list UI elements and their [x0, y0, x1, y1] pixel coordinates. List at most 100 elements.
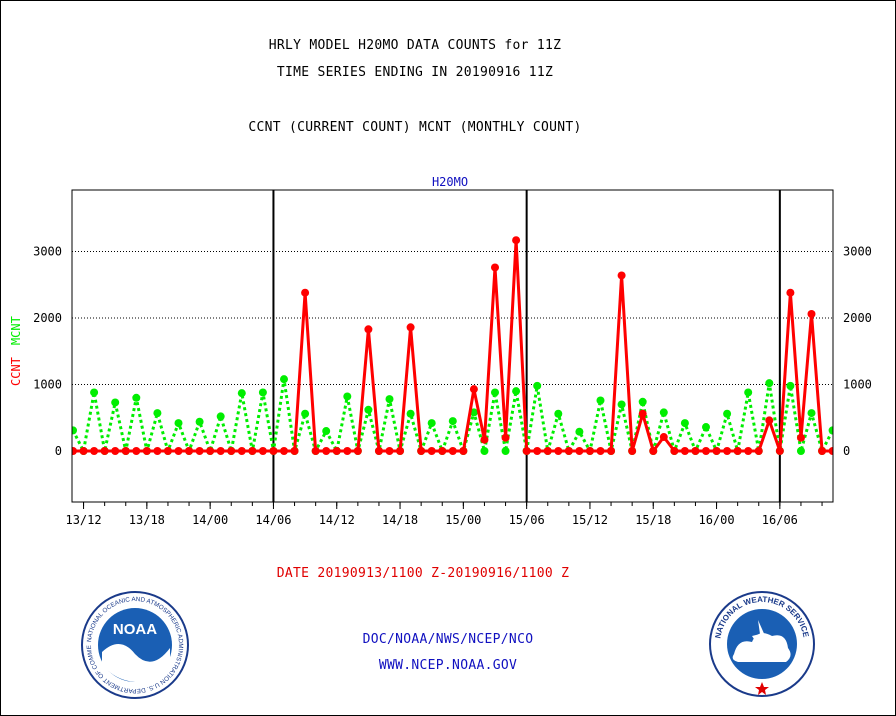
data-point-ccnt [195, 447, 204, 455]
data-point-mcnt [111, 398, 120, 407]
data-point-mcnt [575, 427, 584, 436]
x-tick-label: 16/00 [698, 513, 734, 527]
x-tick-label: 13/18 [129, 513, 165, 527]
header-line-2: TIME SERIES ENDING IN 20190916 11Z [276, 65, 554, 80]
data-point-ccnt [533, 447, 542, 455]
x-tick-label: 13/12 [65, 513, 101, 527]
data-point-mcnt [153, 409, 162, 418]
data-point-ccnt [480, 435, 489, 444]
data-point-ccnt [691, 447, 700, 455]
x-tick-label: 14/12 [319, 513, 355, 527]
chart-title: H20MO [432, 175, 468, 189]
data-point-ccnt [258, 447, 267, 455]
data-point-mcnt [469, 408, 478, 417]
y-tick-label-left: 2000 [33, 311, 62, 325]
x-tick-label: 15/18 [635, 513, 671, 527]
data-point-mcnt [322, 427, 331, 436]
data-point-mcnt [638, 397, 647, 406]
data-point-mcnt [796, 447, 805, 455]
x-tick-label: 15/00 [445, 513, 481, 527]
data-point-ccnt [765, 416, 774, 425]
data-point-ccnt [554, 447, 563, 455]
data-point-mcnt [301, 409, 310, 418]
data-point-mcnt [385, 395, 394, 404]
data-point-ccnt [290, 447, 299, 455]
data-point-ccnt [385, 447, 394, 455]
data-point-mcnt [258, 388, 267, 397]
data-point-ccnt [406, 323, 415, 332]
data-point-mcnt [448, 417, 457, 426]
data-point-ccnt [638, 409, 647, 418]
data-point-mcnt [533, 381, 542, 390]
series-line-mcnt [72, 377, 833, 453]
data-point-ccnt [322, 447, 331, 455]
data-point-mcnt [723, 409, 732, 418]
data-point-ccnt [185, 447, 194, 455]
noaa-logo-text: NOAA [113, 621, 157, 638]
data-point-ccnt [786, 288, 795, 297]
data-point-ccnt [575, 447, 584, 455]
data-point-mcnt [406, 409, 415, 418]
data-point-ccnt [585, 447, 594, 455]
data-point-ccnt [733, 447, 742, 455]
data-point-ccnt [237, 447, 246, 455]
data-point-ccnt [543, 447, 552, 455]
data-point-ccnt [301, 288, 310, 297]
x-tick-label: 15/12 [572, 513, 608, 527]
svg-text:CCNTMCNT: CCNT MCNT [9, 316, 23, 386]
data-point-ccnt [121, 447, 130, 455]
data-point-ccnt [142, 447, 151, 455]
data-point-ccnt [491, 263, 499, 272]
data-point-ccnt [79, 447, 88, 455]
data-point-mcnt [702, 423, 710, 432]
y-axis-label-mcnt: MCNT [9, 316, 23, 345]
y-tick-label-right: 2000 [843, 311, 872, 325]
data-point-ccnt [670, 447, 679, 455]
data-point-mcnt [786, 381, 795, 390]
data-point-ccnt [72, 447, 77, 455]
data-point-mcnt [237, 389, 246, 398]
data-point-mcnt [427, 419, 436, 428]
data-point-ccnt [417, 447, 426, 455]
data-point-ccnt [427, 447, 436, 455]
x-tick-label: 14/00 [192, 513, 228, 527]
data-point-ccnt [364, 325, 373, 334]
data-point-ccnt [343, 447, 352, 455]
data-point-ccnt [744, 447, 753, 455]
data-point-ccnt [754, 447, 763, 455]
data-point-ccnt [216, 447, 225, 455]
x-tick-label: 15/06 [509, 513, 545, 527]
data-point-ccnt [501, 433, 510, 442]
x-tick-label: 14/18 [382, 513, 418, 527]
data-point-ccnt [111, 447, 120, 455]
data-point-ccnt [227, 447, 236, 455]
data-point-ccnt [438, 447, 447, 455]
data-point-ccnt [248, 447, 257, 455]
data-point-ccnt [702, 447, 710, 455]
data-point-ccnt [206, 447, 215, 455]
data-point-mcnt [364, 405, 373, 414]
data-point-ccnt [153, 447, 162, 455]
data-point-mcnt [617, 400, 626, 409]
data-point-ccnt [680, 447, 689, 455]
data-point-ccnt [796, 433, 805, 442]
data-point-mcnt [491, 388, 499, 397]
y-tick-label-left: 1000 [33, 378, 62, 392]
x-tick-label: 14/06 [255, 513, 291, 527]
data-point-ccnt [100, 447, 109, 455]
header-line-1: HRLY MODEL H20MO DATA COUNTS for 11Z [268, 38, 562, 53]
data-point-ccnt [607, 447, 616, 455]
y-tick-label-right: 3000 [843, 245, 872, 259]
data-point-ccnt [596, 447, 605, 455]
data-point-ccnt [712, 447, 721, 455]
x-tick-label: 16/06 [762, 513, 798, 527]
data-point-mcnt [72, 426, 77, 435]
nws-logo: NATIONAL WEATHER SERVICE [709, 591, 815, 697]
data-point-ccnt [174, 447, 183, 455]
y-tick-label-left: 3000 [33, 245, 62, 259]
plot-border [71, 189, 834, 503]
y-axis-label-ccnt: CCNT [9, 357, 23, 386]
data-point-mcnt [280, 375, 288, 384]
data-point-ccnt [90, 447, 99, 455]
